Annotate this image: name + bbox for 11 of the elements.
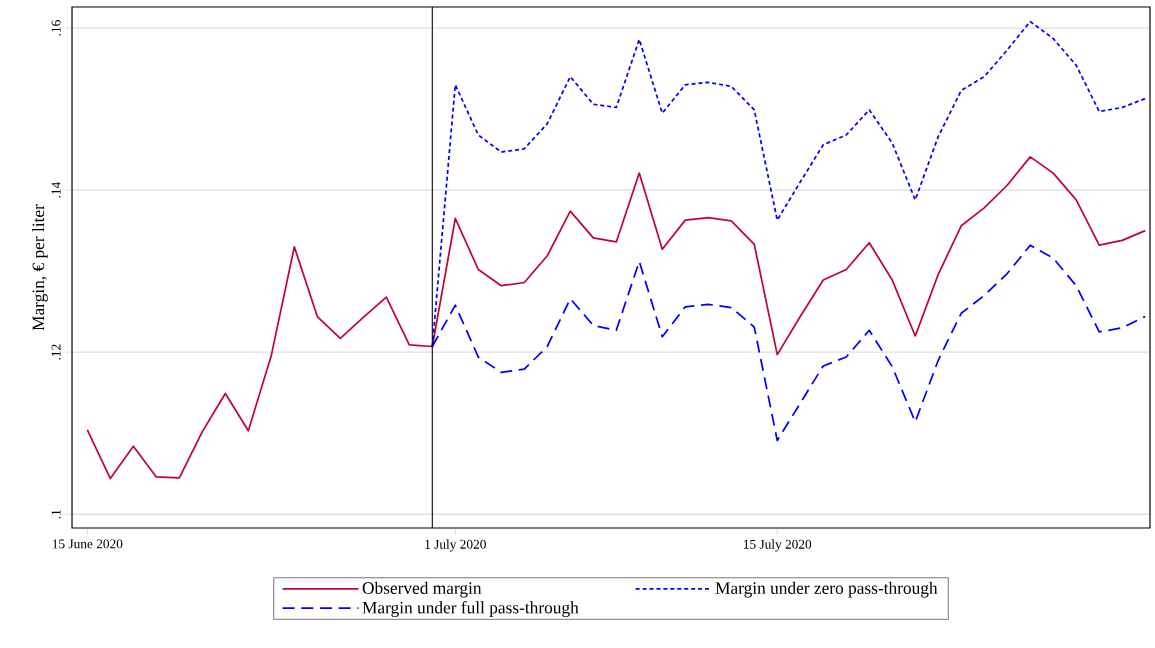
legend-label: Margin under full pass-through (362, 601, 579, 618)
x-tick-label: 15 June 2020 (52, 539, 123, 549)
legend-label: Margin under zero pass-through (715, 581, 938, 598)
y-tick-label: .12 (51, 344, 61, 360)
y-tick-label: .16 (51, 20, 61, 36)
y-tick-label: .1 (51, 510, 61, 519)
x-tick-label: 15 July 2020 (743, 539, 812, 552)
y-tick-label: .14 (51, 181, 61, 198)
y-axis-title: Margin, € per liter (32, 204, 48, 331)
x-tick-label: 1 July 2020 (425, 539, 486, 552)
legend-label: Observed margin (362, 581, 482, 598)
